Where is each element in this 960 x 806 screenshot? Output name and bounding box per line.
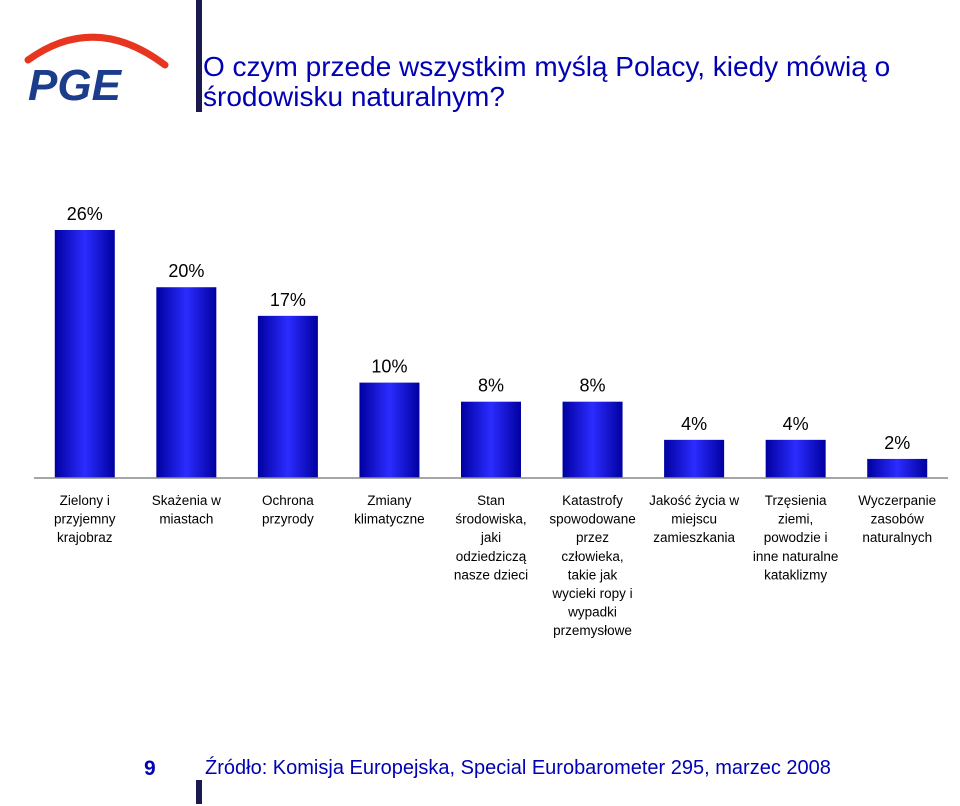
vertical-accent-line-bottom (196, 780, 202, 804)
value-label-1: 26% (67, 204, 103, 224)
value-label-4: 10% (371, 357, 407, 377)
vertical-accent-line (196, 0, 202, 112)
bar-6 (562, 401, 623, 478)
category-label-6: Katastrofy spowodowane przez człowieka, taki… (549, 493, 635, 638)
source-note: Źródło: Komisja Europejska, Special Euro… (205, 757, 831, 779)
page-number: 9 (144, 757, 156, 780)
category-label-3: Ochrona przyrody (262, 493, 314, 527)
bar-2 (156, 287, 217, 478)
bar-9 (867, 458, 928, 478)
value-label-9: 2% (884, 433, 910, 453)
value-label-7: 4% (681, 414, 707, 434)
bar-5 (461, 401, 521, 478)
category-label-2: Skażenia w miastach (152, 493, 221, 527)
value-label-3: 17% (270, 290, 306, 310)
bar-3 (257, 315, 318, 478)
bar-1 (54, 230, 115, 478)
bar-7 (664, 439, 725, 478)
pge-logo: PGE (24, 33, 169, 110)
category-label-1: Zielony i przyjemny krajobraz (54, 493, 116, 545)
bar-4 (359, 382, 420, 478)
category-label-7: Jakość życia w miejscu zamieszkania (649, 493, 739, 545)
logo-arc (24, 33, 169, 69)
value-label-5: 8% (478, 376, 504, 396)
bar-8 (765, 439, 826, 478)
slide-title: O czym przede wszystkim myślą Polacy, ki… (203, 51, 891, 112)
category-label-4: Zmiany klimatyczne (354, 493, 425, 527)
logo-text: PGE (28, 61, 123, 110)
value-label-2: 20% (168, 261, 204, 281)
category-label-9: Wyczerpanie zasobów naturalnych (858, 493, 936, 545)
category-label-8: Trzęsienia ziemi, powodzie i inne naturalne… (753, 493, 839, 582)
value-label-6: 8% (580, 376, 606, 396)
bar-chart: 26% Zielony i przyjemny krajobraz 20% Skażeni… (34, 204, 948, 638)
category-label-5: Stan środowiska, jaki odziedziczą nasze dzie… (454, 493, 528, 582)
value-label-8: 4% (783, 414, 809, 434)
